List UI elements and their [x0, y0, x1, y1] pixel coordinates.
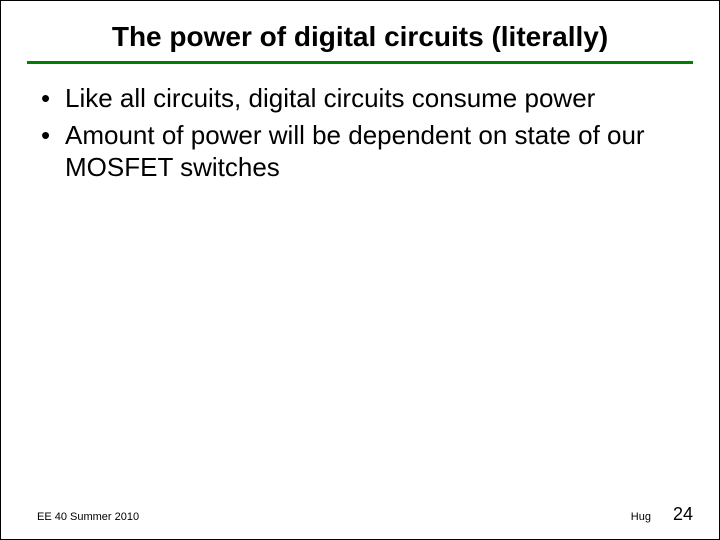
footer-course: EE 40 Summer 2010	[37, 511, 139, 523]
bullet-item: Amount of power will be dependent on sta…	[37, 119, 683, 184]
slide-footer: EE 40 Summer 2010 Hug 24	[1, 504, 719, 525]
slide: The power of digital circuits (literally…	[1, 1, 719, 539]
slide-title: The power of digital circuits (literally…	[1, 1, 719, 61]
bullet-list: Like all circuits, digital circuits cons…	[37, 82, 683, 184]
bullet-item: Like all circuits, digital circuits cons…	[37, 82, 683, 115]
footer-right: Hug 24	[631, 504, 693, 525]
footer-page-number: 24	[673, 504, 693, 525]
slide-content: Like all circuits, digital circuits cons…	[1, 64, 719, 184]
footer-author: Hug	[631, 511, 651, 523]
